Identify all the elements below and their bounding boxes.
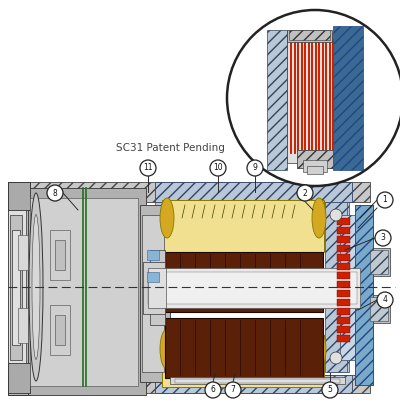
Bar (337, 272, 350, 279)
Bar (147, 250, 159, 260)
Bar (165, 318, 323, 378)
Ellipse shape (29, 193, 43, 381)
Bar (12, 230, 20, 345)
Bar (175, 379, 340, 383)
Text: 6: 6 (210, 386, 216, 395)
Bar (303, 160, 327, 172)
Bar (370, 250, 388, 274)
Bar (337, 245, 350, 252)
Circle shape (375, 230, 391, 246)
Polygon shape (333, 26, 363, 170)
Bar (162, 335, 324, 387)
Text: 3: 3 (380, 234, 386, 243)
Bar (155, 182, 352, 202)
Bar (327, 202, 349, 372)
Circle shape (377, 292, 393, 308)
Circle shape (140, 160, 156, 176)
Bar (368, 248, 390, 276)
Bar (55, 315, 65, 345)
Bar (8, 375, 370, 393)
Bar (55, 240, 65, 270)
Circle shape (330, 352, 342, 364)
Bar (337, 236, 350, 243)
Bar (50, 230, 70, 280)
Polygon shape (267, 30, 287, 170)
Bar (337, 227, 350, 234)
Circle shape (377, 192, 393, 208)
Text: 1: 1 (383, 196, 387, 204)
Bar (337, 335, 350, 342)
Bar (170, 377, 345, 384)
Bar (287, 30, 332, 42)
Bar (145, 268, 360, 308)
Ellipse shape (312, 198, 326, 238)
Bar (50, 305, 70, 355)
Text: SC31 Patent Pending: SC31 Patent Pending (116, 143, 224, 153)
Ellipse shape (160, 198, 174, 238)
Bar (165, 252, 323, 312)
Bar (10, 215, 22, 360)
Bar (150, 250, 165, 325)
Circle shape (330, 209, 342, 221)
Circle shape (210, 160, 226, 176)
Bar (155, 375, 352, 393)
Text: 11: 11 (143, 164, 153, 173)
Circle shape (247, 160, 263, 176)
Bar (8, 200, 26, 375)
Circle shape (297, 185, 313, 201)
Bar (30, 198, 138, 386)
Text: 8: 8 (53, 189, 57, 198)
Bar (155, 202, 167, 372)
Bar (148, 268, 166, 308)
Bar (355, 205, 373, 385)
Bar (8, 363, 30, 393)
Text: 10: 10 (213, 164, 223, 173)
Circle shape (227, 10, 400, 186)
Bar (337, 263, 350, 270)
Bar (142, 215, 164, 372)
Circle shape (47, 185, 63, 201)
Bar (28, 188, 146, 395)
Text: 4: 4 (382, 295, 388, 304)
Bar (355, 205, 373, 385)
Bar (18, 235, 28, 270)
Text: 5: 5 (328, 386, 332, 395)
Bar (340, 215, 358, 360)
Bar (8, 182, 30, 395)
Bar (287, 33, 332, 163)
Bar (162, 200, 324, 252)
Bar (337, 290, 350, 297)
Bar (370, 297, 388, 321)
Bar (337, 281, 350, 288)
Bar (18, 308, 28, 343)
Bar (140, 205, 170, 382)
Circle shape (205, 382, 221, 398)
Bar (8, 182, 370, 202)
Bar (368, 295, 390, 323)
Text: 9: 9 (252, 164, 258, 173)
Bar (8, 182, 30, 210)
Bar (337, 317, 350, 324)
Circle shape (225, 382, 241, 398)
Ellipse shape (312, 329, 326, 369)
Bar (325, 202, 347, 372)
Text: 7: 7 (230, 386, 236, 395)
Text: 2: 2 (303, 189, 307, 198)
Bar (148, 272, 357, 304)
Ellipse shape (32, 214, 40, 360)
Bar (337, 218, 350, 225)
Ellipse shape (160, 329, 174, 369)
Bar (297, 150, 333, 168)
Bar (337, 254, 350, 261)
Bar (289, 30, 330, 40)
Bar (337, 326, 350, 333)
Bar (143, 262, 165, 314)
Bar (147, 272, 159, 282)
Bar (297, 150, 333, 168)
Bar (337, 308, 350, 315)
Circle shape (322, 382, 338, 398)
Bar (337, 299, 350, 306)
Bar (307, 166, 323, 174)
